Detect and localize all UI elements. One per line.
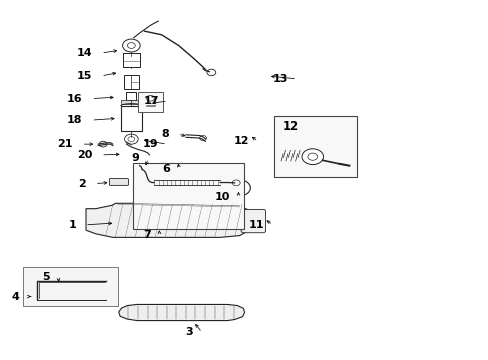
- Text: 20: 20: [77, 150, 92, 160]
- Text: 18: 18: [67, 115, 82, 125]
- Text: 9: 9: [132, 153, 140, 163]
- Circle shape: [232, 180, 240, 186]
- Text: 12: 12: [282, 121, 298, 134]
- Bar: [121, 106, 142, 131]
- Bar: [121, 100, 142, 104]
- Text: 14: 14: [77, 48, 92, 58]
- Text: 8: 8: [161, 129, 168, 139]
- Bar: [22, 267, 118, 306]
- Polygon shape: [119, 305, 244, 320]
- Text: 10: 10: [214, 192, 229, 202]
- Circle shape: [124, 134, 138, 144]
- Bar: [123, 75, 139, 89]
- Circle shape: [99, 141, 107, 147]
- Text: 6: 6: [162, 164, 170, 174]
- Bar: [273, 116, 356, 177]
- FancyBboxPatch shape: [109, 179, 128, 185]
- Text: 15: 15: [77, 71, 92, 81]
- Text: 3: 3: [185, 327, 193, 337]
- Bar: [126, 92, 136, 100]
- Circle shape: [127, 42, 135, 48]
- Bar: [133, 163, 244, 229]
- Text: 19: 19: [142, 139, 158, 149]
- Circle shape: [206, 69, 215, 76]
- Circle shape: [234, 184, 244, 192]
- Bar: [138, 92, 162, 112]
- Circle shape: [122, 39, 140, 52]
- Text: 12: 12: [233, 136, 249, 146]
- Polygon shape: [86, 203, 249, 237]
- Text: 5: 5: [42, 272, 49, 282]
- Bar: [122, 53, 140, 67]
- Text: 1: 1: [68, 220, 76, 230]
- Text: 21: 21: [57, 139, 73, 149]
- Circle shape: [146, 95, 154, 101]
- FancyBboxPatch shape: [241, 210, 265, 233]
- Text: 13: 13: [272, 74, 288, 84]
- Text: 17: 17: [143, 96, 159, 106]
- Text: 7: 7: [143, 230, 151, 240]
- Text: 2: 2: [78, 179, 86, 189]
- Ellipse shape: [142, 211, 181, 229]
- Circle shape: [307, 153, 317, 160]
- Circle shape: [128, 136, 135, 141]
- Text: 16: 16: [67, 94, 82, 104]
- Circle shape: [228, 180, 250, 196]
- Text: 11: 11: [248, 220, 264, 230]
- Text: 4: 4: [11, 292, 19, 302]
- Circle shape: [302, 149, 323, 165]
- Circle shape: [199, 135, 206, 140]
